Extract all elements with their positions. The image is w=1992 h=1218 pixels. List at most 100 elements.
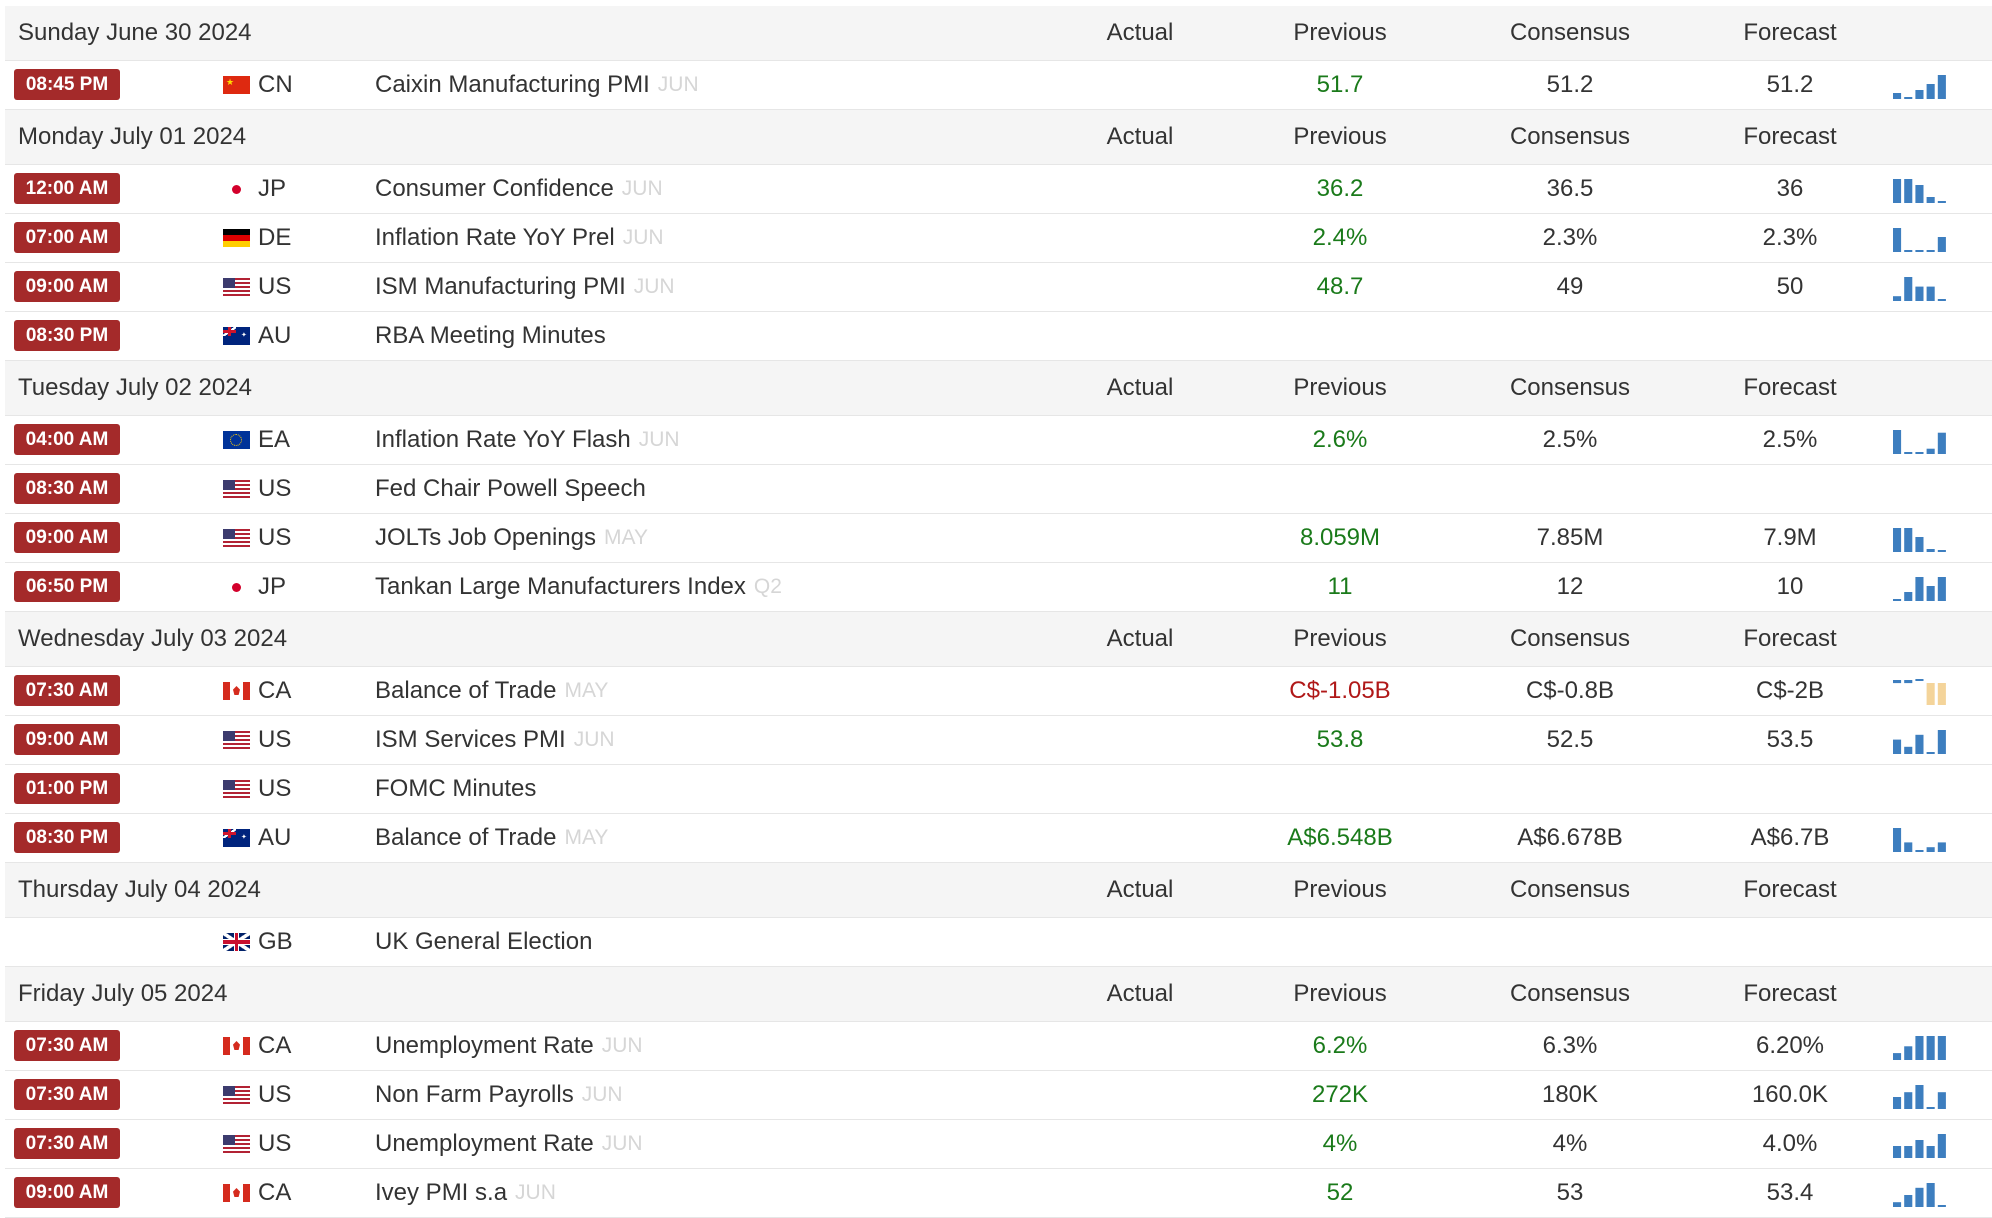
history-sparkline-chart[interactable] <box>1893 575 1949 601</box>
history-sparkline-chart[interactable] <box>1893 826 1949 852</box>
event-name-link[interactable]: Caixin Manufacturing PMI <box>375 71 650 98</box>
event-name-link[interactable]: Unemployment Rate <box>375 1032 594 1059</box>
forecast-value: 2.3% <box>1762 224 1818 251</box>
event-time-badge[interactable]: 04:00 AM <box>14 424 120 455</box>
sparkline-bar <box>1926 1146 1935 1158</box>
sparkline-bar <box>1893 296 1902 301</box>
event-time-badge[interactable]: 07:30 AM <box>14 1128 120 1159</box>
day-header: Friday July 05 2024 Actual Previous Consens… <box>5 967 1992 1022</box>
actual-value <box>1065 214 1215 262</box>
consensus-value: 6.3% <box>1542 1032 1598 1059</box>
column-header-forecast: Forecast <box>1743 876 1837 903</box>
event-row[interactable]: 06:50 PM JP Tankan Large Manufacturers Ind… <box>5 563 1992 612</box>
event-name-link[interactable]: JOLTs Job Openings <box>375 524 597 551</box>
us-flag-icon <box>223 1086 250 1104</box>
history-sparkline-chart[interactable] <box>1893 1181 1949 1207</box>
event-time-badge[interactable]: 08:30 PM <box>14 320 120 351</box>
event-name-link[interactable]: Tankan Large Manufacturers Index <box>375 573 746 600</box>
actual-value <box>1065 814 1215 862</box>
consensus-value: 12 <box>1556 573 1584 600</box>
event-time-badge[interactable]: 09:00 AM <box>14 271 120 302</box>
event-time-badge[interactable]: 08:30 AM <box>14 473 120 504</box>
us-flag-icon <box>223 529 250 547</box>
event-reference-period: JUN <box>638 428 680 451</box>
ca-flag-icon <box>223 682 250 700</box>
event-row[interactable]: 07:00 AM DE Inflation Rate YoY Prel JUN 2.4%… <box>5 214 1992 263</box>
event-row[interactable]: 08:30 PM ✦ AU Balance of Trade MAY A$6.548B A$… <box>5 814 1992 863</box>
sparkline-bar <box>1893 528 1902 552</box>
event-name-link[interactable]: ISM Services PMI <box>375 726 566 753</box>
event-row[interactable]: 08:45 PM ★ CN Caixin Manufacturing PMI JUN 51… <box>5 61 1992 110</box>
event-row[interactable]: 09:00 AM US ISM Services PMI JUN 53.8 52.5 53.… <box>5 716 1992 765</box>
column-header-previous: Previous <box>1293 123 1387 150</box>
sparkline-bar <box>1915 537 1924 552</box>
event-name-link[interactable]: Inflation Rate YoY Flash <box>375 426 631 453</box>
event-time-badge[interactable]: 07:30 AM <box>14 1030 120 1061</box>
sparkline-bar <box>1893 739 1902 754</box>
event-name-link[interactable]: Ivey PMI s.a <box>375 1179 508 1206</box>
event-row[interactable]: 12:00 AM JP Consumer Confidence JUN 36.2 36.5… <box>5 165 1992 214</box>
column-header-forecast: Forecast <box>1743 374 1837 401</box>
country-code: US <box>258 1130 292 1157</box>
event-time-badge[interactable]: 07:30 AM <box>14 675 120 706</box>
event-row[interactable]: 07:30 AM US Non Farm Payrolls JUN 272K 180K 16… <box>5 1071 1992 1120</box>
event-row[interactable]: 01:00 PM US FOMC Minutes <box>5 765 1992 814</box>
event-name-link[interactable]: Fed Chair Powell Speech <box>375 475 646 502</box>
event-time-badge[interactable]: 09:00 AM <box>14 1177 120 1208</box>
previous-value <box>1235 918 1445 966</box>
event-time-badge[interactable]: 01:00 PM <box>14 773 120 804</box>
event-row[interactable]: 09:00 AM CA Ivey PMI s.a JUN 52 53 53.4 <box>5 1169 1992 1218</box>
event-time-badge[interactable]: 09:00 AM <box>14 522 120 553</box>
event-time-badge[interactable]: 07:30 AM <box>14 1079 120 1110</box>
event-row[interactable]: 08:30 PM ✦ AU RBA Meeting Minutes <box>5 312 1992 361</box>
event-name-link[interactable]: Non Farm Payrolls <box>375 1081 574 1108</box>
event-row[interactable]: 07:30 AM CA Unemployment Rate JUN 6.2% 6.3% 6.… <box>5 1022 1992 1071</box>
consensus-value <box>1465 918 1675 966</box>
history-sparkline-chart[interactable] <box>1893 226 1949 252</box>
sparkline-bar <box>1937 842 1946 852</box>
history-sparkline-chart[interactable] <box>1893 679 1949 705</box>
event-name-link[interactable]: Balance of Trade <box>375 824 557 851</box>
sparkline-bar <box>1926 683 1935 705</box>
history-sparkline-chart[interactable] <box>1893 526 1949 552</box>
sparkline-bar <box>1915 185 1924 203</box>
event-row[interactable]: 04:00 AM EA Inflation Rate YoY Flash JUN 2.6… <box>5 416 1992 465</box>
event-name-link[interactable]: RBA Meeting Minutes <box>375 322 606 349</box>
event-row[interactable]: 09:00 AM US JOLTs Job Openings MAY 8.059M 7.8… <box>5 514 1992 563</box>
event-time-badge[interactable]: 07:00 AM <box>14 222 120 253</box>
event-name-link[interactable]: Balance of Trade <box>375 677 557 704</box>
history-sparkline-chart[interactable] <box>1893 177 1949 203</box>
event-name-link[interactable]: Inflation Rate YoY Prel <box>375 224 615 251</box>
history-sparkline-chart[interactable] <box>1893 428 1949 454</box>
previous-value: 6.2% <box>1312 1032 1368 1059</box>
event-name-link[interactable]: FOMC Minutes <box>375 775 537 802</box>
event-row[interactable]: 08:30 AM US Fed Chair Powell Speech <box>5 465 1992 514</box>
event-cell: Unemployment Rate JUN <box>375 1022 643 1070</box>
history-sparkline-chart[interactable] <box>1893 73 1949 99</box>
column-header-consensus: Consensus <box>1509 625 1631 652</box>
event-row[interactable]: 07:30 AM US Unemployment Rate JUN 4% 4% 4.0% <box>5 1120 1992 1169</box>
event-row[interactable]: 07:30 AM CA Balance of Trade MAY C$-1.05B C$-… <box>5 667 1992 716</box>
event-time-badge[interactable]: 06:50 PM <box>14 571 120 602</box>
event-name-link[interactable]: UK General Election <box>375 928 593 955</box>
event-time-badge[interactable]: 12:00 AM <box>14 173 120 204</box>
event-time-badge[interactable]: 09:00 AM <box>14 724 120 755</box>
event-cell: Inflation Rate YoY Prel JUN <box>375 214 664 262</box>
history-sparkline-chart[interactable] <box>1893 1083 1949 1109</box>
history-sparkline-chart[interactable] <box>1893 275 1949 301</box>
column-header-forecast: Forecast <box>1743 123 1837 150</box>
event-time-badge[interactable]: 08:30 PM <box>14 822 120 853</box>
event-row[interactable]: GB UK General Election <box>5 918 1992 967</box>
history-sparkline-chart[interactable] <box>1893 728 1949 754</box>
history-sparkline-chart[interactable] <box>1893 1034 1949 1060</box>
us-flag-icon <box>223 480 250 498</box>
history-sparkline-chart[interactable] <box>1893 1132 1949 1158</box>
event-name-link[interactable]: ISM Manufacturing PMI <box>375 273 626 300</box>
previous-value: 2.6% <box>1312 426 1368 453</box>
event-time-badge[interactable]: 08:45 PM <box>14 69 120 100</box>
event-row[interactable]: 09:00 AM US ISM Manufacturing PMI JUN 48.7 49… <box>5 263 1992 312</box>
event-name-link[interactable]: Unemployment Rate <box>375 1130 594 1157</box>
forecast-value <box>1685 918 1895 966</box>
event-name-link[interactable]: Consumer Confidence <box>375 175 614 202</box>
consensus-value <box>1465 765 1675 813</box>
